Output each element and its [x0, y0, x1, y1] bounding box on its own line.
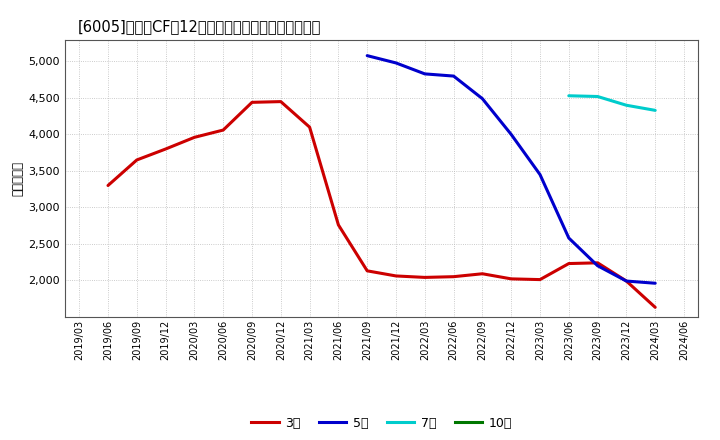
Text: [6005]　営業CFの12か月移動合計の標準偶差の推移: [6005] 営業CFの12か月移動合計の標準偶差の推移 — [78, 19, 321, 34]
Legend: 3年, 5年, 7年, 10年: 3年, 5年, 7年, 10年 — [246, 412, 517, 435]
Y-axis label: （百万円）: （百万円） — [11, 161, 24, 196]
